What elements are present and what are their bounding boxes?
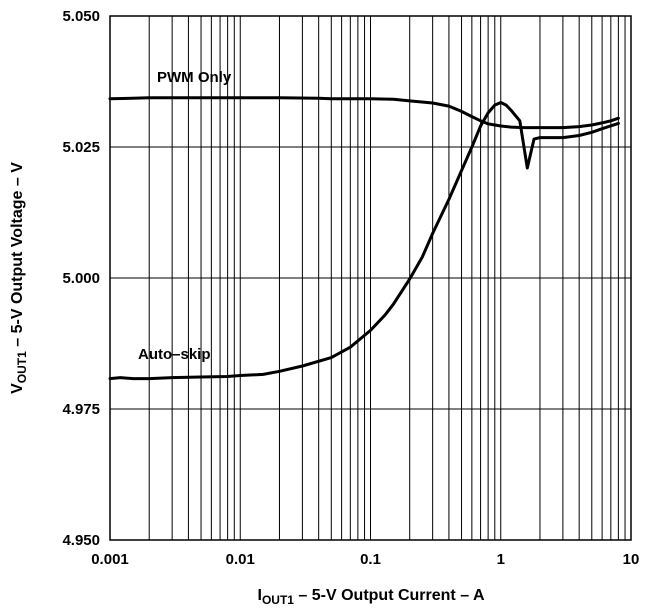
y-axis-title-main: V (9, 383, 26, 394)
series-label-pwm-only: PWM Only (157, 69, 232, 86)
series-line-pwm-only (108, 96, 620, 130)
y-axis-title: VOUT1 – 5-V Output Voltage – V (9, 162, 29, 394)
y-tick-label: 5.000 (62, 270, 100, 287)
series-line-auto-skip (108, 101, 620, 381)
x-tick-label: 0.01 (226, 551, 255, 568)
x-tick-label: 1 (497, 551, 505, 568)
x-tick-label: 10 (623, 551, 640, 568)
y-tick-labels: 4.950 4.975 5.000 5.025 5.050 (62, 8, 100, 549)
y-tick-label: 5.050 (62, 8, 100, 25)
x-tick-label: 0.001 (91, 551, 129, 568)
y-tick-label: 4.975 (62, 401, 100, 418)
y-tick-label: 4.950 (62, 532, 100, 549)
x-tick-label: 0.1 (360, 551, 381, 568)
plot-frame (109, 15, 632, 541)
series-lines (108, 96, 620, 381)
x-axis-title-main: I (258, 587, 262, 604)
y-axis-title-rest: – 5-V Output Voltage – V (9, 162, 26, 351)
y-tick-label: 5.025 (62, 139, 100, 156)
x-axis-title-subscript: OUT1 (262, 593, 294, 607)
series-label-auto-skip: Auto–skip (138, 346, 211, 363)
x-tick-labels: 0.001 0.01 0.1 1 10 (91, 551, 639, 568)
x-axis-title: IOUT1 – 5-V Output Current – A (258, 587, 485, 607)
y-axis-title-subscript: OUT1 (15, 351, 29, 383)
x-axis-title-rest: – 5-V Output Current – A (294, 587, 485, 604)
